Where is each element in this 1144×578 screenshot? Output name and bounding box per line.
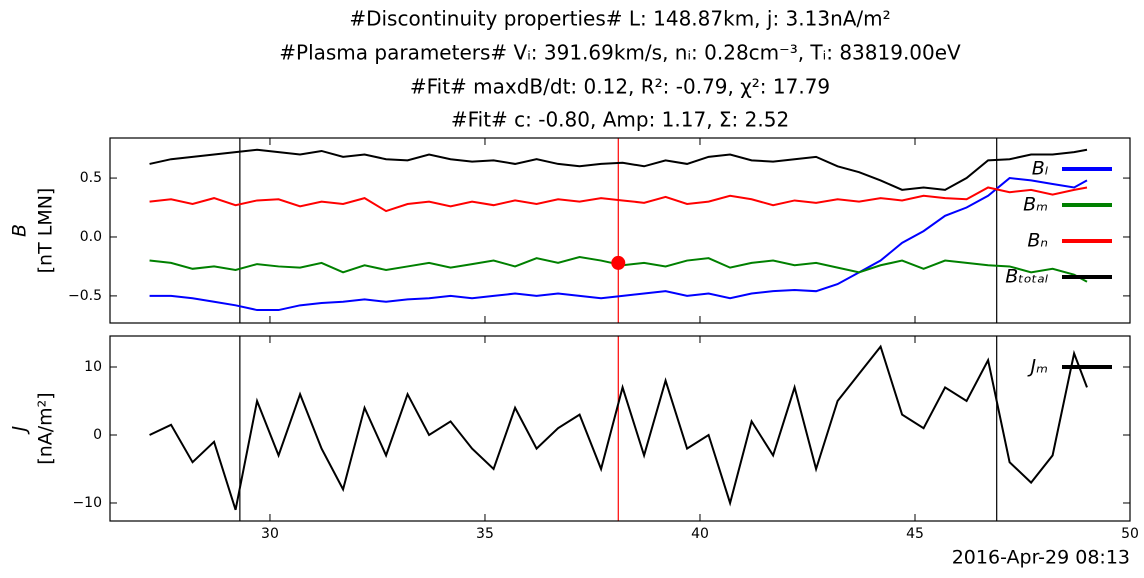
legend-label: Bₙ [1027, 230, 1048, 252]
marker [611, 255, 626, 270]
y-axis-label: B [9, 224, 31, 237]
series-line [149, 177, 1088, 312]
y-axis-label: [nA/m²] [35, 392, 57, 464]
chart-title: #Discontinuity properties# L: 148.87km, … [349, 7, 890, 31]
chart-title: #Fit# maxdB/dt: 0.12, R²: -0.79, χ²: 17.… [410, 75, 830, 99]
y-axis-label: J [9, 425, 31, 435]
series-line [149, 344, 1088, 511]
y-axis-label: [nT LMN] [35, 188, 57, 274]
plot-frame [109, 335, 1131, 522]
legend-label: Bₗ [1032, 158, 1048, 180]
y-tick-label: −10 [72, 495, 102, 511]
y-tick-label: 0.5 [80, 170, 102, 186]
plot-frame [109, 137, 1131, 324]
x-tick-label: 50 [1121, 526, 1139, 542]
x-tick-label: 35 [476, 526, 494, 542]
series-line [149, 186, 1088, 213]
y-tick-label: 0 [93, 427, 102, 443]
y-tick-label: 10 [84, 359, 102, 375]
x-tick-label: 45 [906, 526, 924, 542]
y-tick-label: −0.5 [68, 288, 102, 304]
x-axis-label: 2016-Apr-29 08:13 [952, 547, 1130, 569]
x-tick-label: 30 [261, 526, 279, 542]
legend-label: Bₘ [1023, 194, 1048, 216]
x-tick-label: 40 [691, 526, 709, 542]
legend-label: Bₜₒₜₐₗ [1005, 266, 1048, 288]
chart-title: #Plasma parameters# Vᵢ: 391.69km/s, nᵢ: … [279, 41, 961, 65]
series-line [149, 148, 1088, 191]
y-tick-label: 0.0 [80, 229, 102, 245]
legend-label: Jₘ [1027, 356, 1048, 378]
chart-title: #Fit# c: -0.80, Amp: 1.17, Σ: 2.52 [451, 108, 789, 132]
